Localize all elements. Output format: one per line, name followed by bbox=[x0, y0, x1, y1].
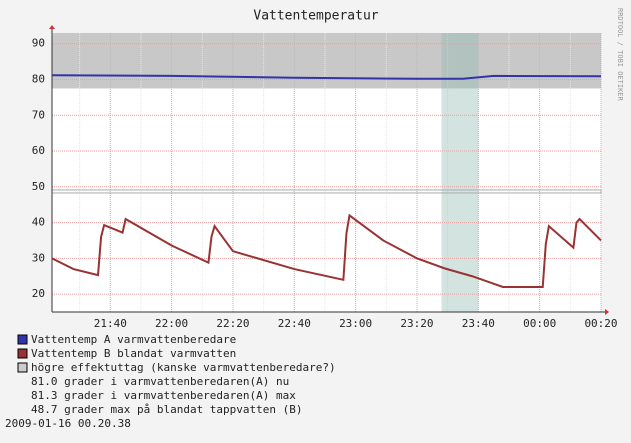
x-axis-arrow bbox=[605, 309, 609, 315]
y-axis-arrow bbox=[49, 25, 55, 29]
highlight-band bbox=[441, 33, 479, 312]
note: 81.3 grader i varmvattenberedaren(A) max bbox=[31, 389, 296, 402]
legend-swatch bbox=[17, 362, 28, 373]
y-tick-label: 70 bbox=[32, 108, 45, 121]
timestamp: 2009-01-16 00.20.38 bbox=[5, 417, 131, 430]
x-tick-label: 23:20 bbox=[400, 317, 433, 330]
legend-label: högre effektuttag (kanske varmvattenbere… bbox=[31, 361, 336, 374]
x-tick-label: 23:40 bbox=[462, 317, 495, 330]
legend-label: Vattentemp A varmvattenberedare bbox=[31, 333, 236, 346]
x-tick-label: 22:20 bbox=[216, 317, 249, 330]
side-label: RRDTOOL / TOBI OETIKER bbox=[616, 8, 624, 102]
legend-swatch bbox=[17, 348, 28, 359]
legend-label: Vattentemp B blandat varmvatten bbox=[31, 347, 236, 360]
x-tick-label: 22:00 bbox=[155, 317, 188, 330]
shade-band bbox=[52, 33, 601, 89]
x-tick-label: 00:20 bbox=[584, 317, 617, 330]
legend-swatch bbox=[17, 334, 28, 345]
x-tick-label: 22:40 bbox=[278, 317, 311, 330]
y-tick-label: 20 bbox=[32, 287, 45, 300]
note: 81.0 grader i varmvattenberedaren(A) nu bbox=[31, 375, 289, 388]
series-line bbox=[51, 74, 602, 80]
x-tick-label: 00:00 bbox=[523, 317, 556, 330]
y-tick-label: 80 bbox=[32, 73, 45, 86]
chart-title: Vattentemperatur bbox=[253, 9, 378, 24]
y-tick-label: 90 bbox=[32, 37, 45, 50]
x-tick-label: 21:40 bbox=[94, 317, 127, 330]
y-tick-label: 50 bbox=[32, 180, 45, 193]
x-tick-label: 23:00 bbox=[339, 317, 372, 330]
series-line bbox=[51, 213, 602, 288]
y-tick-label: 40 bbox=[32, 216, 45, 229]
y-tick-label: 30 bbox=[32, 251, 45, 264]
note: 48.7 grader max på blandat tappvatten (B… bbox=[31, 403, 303, 416]
y-tick-label: 60 bbox=[32, 144, 45, 157]
